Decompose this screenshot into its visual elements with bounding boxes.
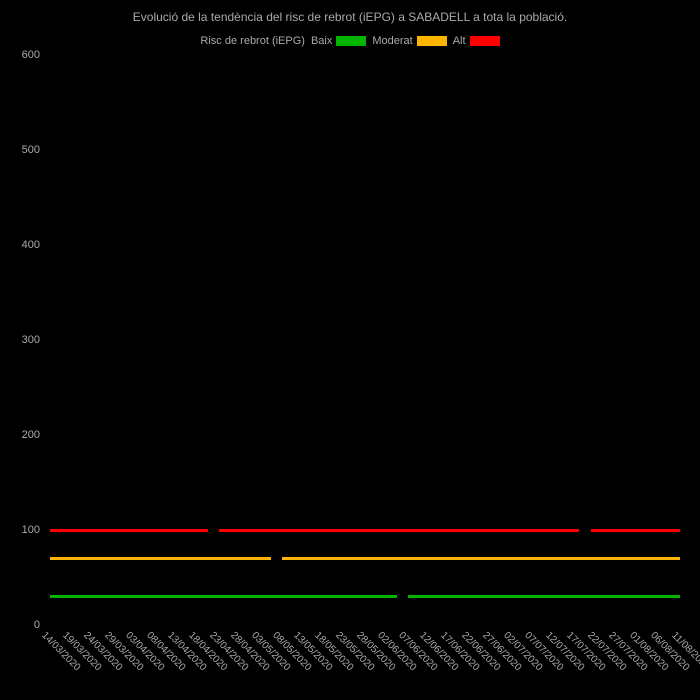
- line-gap: [271, 556, 282, 561]
- threshold-baix: [50, 595, 680, 598]
- line-gap: [579, 528, 590, 533]
- legend-label: Risc de rebrot (iEPG): [200, 35, 305, 47]
- y-tick: 500: [22, 144, 40, 156]
- y-tick: 400: [22, 239, 40, 251]
- legend-item: Baix: [311, 35, 366, 47]
- y-axis: 0100200300400500600: [0, 55, 45, 625]
- legend: Risc de rebrot (iEPG) Baix Moderat Alt: [0, 35, 700, 47]
- legend-label: Moderat: [372, 35, 412, 47]
- y-tick: 300: [22, 334, 40, 346]
- legend-item: Risc de rebrot (iEPG): [200, 35, 305, 47]
- y-tick: 100: [22, 524, 40, 536]
- line-gap: [208, 528, 219, 533]
- legend-label: Baix: [311, 35, 332, 47]
- chart-title: Evolució de la tendència del risc de reb…: [0, 10, 700, 24]
- legend-swatch: [417, 36, 447, 46]
- legend-swatch: [470, 36, 500, 46]
- legend-item: Moderat: [372, 35, 446, 47]
- legend-item: Alt: [453, 35, 500, 47]
- line-gap: [397, 594, 408, 599]
- y-tick: 0: [34, 619, 40, 631]
- y-tick: 600: [22, 49, 40, 61]
- chart-container: Evolució de la tendència del risc de reb…: [0, 0, 700, 700]
- plot-area: [50, 55, 680, 625]
- legend-label: Alt: [453, 35, 466, 47]
- y-tick: 200: [22, 429, 40, 441]
- x-axis: 14/03/202019/03/202024/03/202029/03/2020…: [50, 625, 680, 700]
- threshold-moderat: [50, 557, 680, 560]
- legend-swatch: [336, 36, 366, 46]
